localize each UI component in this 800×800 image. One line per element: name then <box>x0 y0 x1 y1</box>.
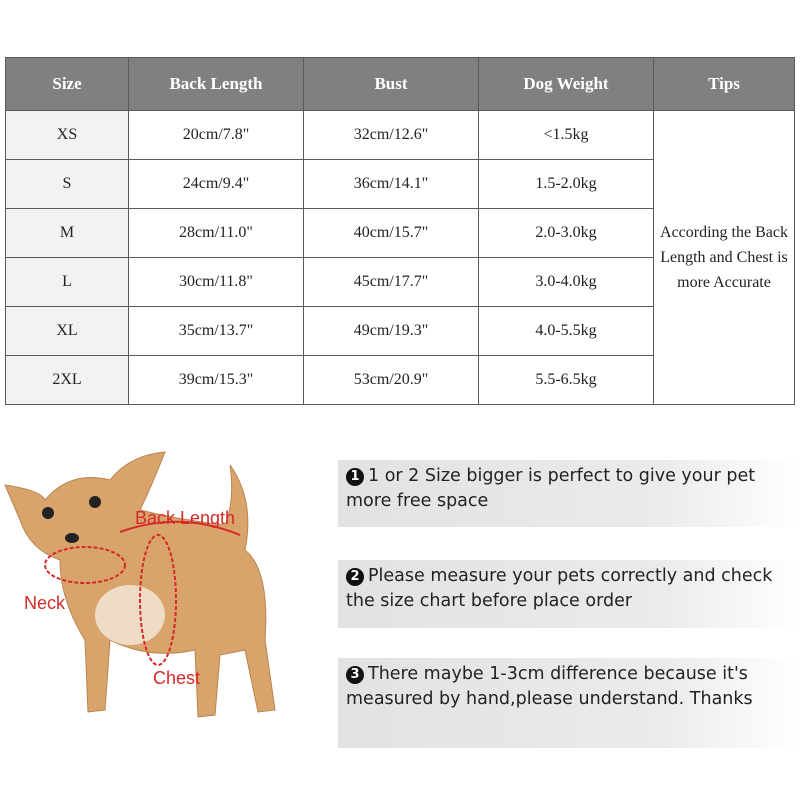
back-length-line <box>119 520 241 536</box>
size-cell: 2XL <box>5 355 129 405</box>
back-length-cell: 35cm/13.7" <box>128 306 304 356</box>
header-back-length: Back Length <box>128 57 304 111</box>
header-size: Size <box>5 57 129 111</box>
note-2: 2 Please measure your pets correctly and … <box>338 560 800 628</box>
weight-cell: 4.0-5.5kg <box>478 306 654 356</box>
back-length-cell: 20cm/7.8" <box>128 110 304 160</box>
bust-cell: 53cm/20.9" <box>303 355 479 405</box>
tips-cell: According the Back Length and Chest is m… <box>653 110 795 405</box>
table-row: XL 35cm/13.7" 49cm/19.3" 4.0-5.5kg <box>5 306 795 356</box>
weight-cell: <1.5kg <box>478 110 654 160</box>
back-length-cell: 30cm/11.8" <box>128 257 304 307</box>
bust-cell: 49cm/19.3" <box>303 306 479 356</box>
weight-cell: 3.0-4.0kg <box>478 257 654 307</box>
table-row: M 28cm/11.0" 40cm/15.7" 2.0-3.0kg <box>5 208 795 258</box>
number-3-icon: 3 <box>346 666 364 684</box>
weight-cell: 2.0-3.0kg <box>478 208 654 258</box>
bust-cell: 45cm/17.7" <box>303 257 479 307</box>
note-text: There maybe 1-3cm difference because it'… <box>346 664 753 709</box>
chest-line <box>139 534 177 666</box>
back-length-cell: 24cm/9.4" <box>128 159 304 209</box>
header-bust: Bust <box>303 57 479 111</box>
back-length-cell: 39cm/15.3" <box>128 355 304 405</box>
table-row: XS 20cm/7.8" 32cm/12.6" <1.5kg According the… <box>5 110 795 405</box>
weight-cell: 1.5-2.0kg <box>478 159 654 209</box>
number-1-icon: 1 <box>346 468 364 486</box>
size-cell: XL <box>5 306 129 356</box>
bust-cell: 36cm/14.1" <box>303 159 479 209</box>
note-text: 1 or 2 Size bigger is perfect to give yo… <box>346 466 756 511</box>
neck-line <box>44 546 126 584</box>
weight-cell: 5.5-6.5kg <box>478 355 654 405</box>
table-row: L 30cm/11.8" 45cm/17.7" 3.0-4.0kg <box>5 257 795 307</box>
table-header-row: Size Back Length Bust Dog Weight Tips <box>5 57 795 111</box>
bust-cell: 40cm/15.7" <box>303 208 479 258</box>
back-length-label: Back Length <box>135 508 236 528</box>
size-table: Size Back Length Bust Dog Weight Tips XS… <box>5 57 795 405</box>
back-length-cell: 28cm/11.0" <box>128 208 304 258</box>
size-cell: S <box>5 159 129 209</box>
note-text: Please measure your pets correctly and c… <box>346 566 773 611</box>
dog-illustration <box>4 451 276 718</box>
number-2-icon: 2 <box>346 568 364 586</box>
size-cell: L <box>5 257 129 307</box>
bust-cell: 32cm/12.6" <box>303 110 479 160</box>
neck-label: Neck <box>24 593 66 613</box>
note-3: 3 There maybe 1-3cm difference because it… <box>338 658 800 748</box>
chest-label: Chest <box>153 668 201 688</box>
table-row: S 24cm/9.4" 36cm/14.1" 1.5-2.0kg <box>5 159 795 209</box>
header-dog-weight: Dog Weight <box>478 57 654 111</box>
header-tips: Tips <box>653 57 795 111</box>
size-cell: XS <box>5 110 129 160</box>
table-row: 2XL 39cm/15.3" 53cm/20.9" 5.5-6.5kg <box>5 355 795 405</box>
size-cell: M <box>5 208 129 258</box>
